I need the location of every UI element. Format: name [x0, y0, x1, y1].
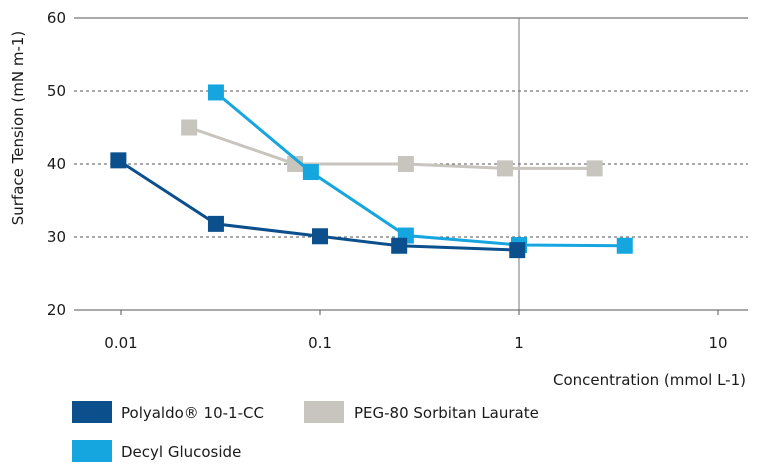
series-1-point-2 [397, 156, 414, 172]
y-tick-label-60: 60 [47, 9, 66, 27]
series-line-1 [188, 126, 595, 170]
x-tick-label-2: 1 [514, 334, 524, 352]
series-0 [110, 152, 526, 259]
x-tick-label-0: 0.01 [104, 334, 137, 352]
series-2-point-1 [302, 164, 319, 181]
y-tick-label-40: 40 [47, 155, 66, 173]
x-axis-title: Concentration (mmol L-1) [553, 371, 746, 389]
legend-label-decyl-glucoside: Decyl Glucoside [121, 443, 241, 461]
series-0-point-0 [110, 152, 127, 169]
series-2-point-0 [207, 84, 224, 101]
series-1-point-1 [287, 156, 304, 172]
legend-label-peg80: PEG-80 Sorbitan Laurate [354, 404, 539, 422]
y-axis-title: Surface Tension (mN m-1) [9, 31, 27, 226]
x-tick-label-3: 10 [708, 334, 727, 352]
series-1-point-3 [496, 160, 513, 177]
legend-swatch-polyaldo [72, 401, 112, 423]
series-layer [110, 84, 633, 259]
x-tick-label-1: 0.1 [308, 334, 332, 352]
legend-label-polyaldo: Polyaldo® 10-1-CC [121, 404, 264, 422]
axis-layer: 20 30 40 50 60 0.01 0.1 1 10 [47, 9, 728, 352]
legend: Polyaldo® 10-1-CC PEG-80 Sorbitan Laurat… [72, 401, 539, 462]
series-0-point-3 [391, 237, 408, 254]
legend-swatch-decyl-glucoside [72, 440, 112, 462]
series-1-point-0 [181, 119, 198, 136]
series-0-point-1 [207, 215, 224, 232]
y-tick-label-20: 20 [47, 301, 66, 319]
series-2-point-4 [616, 237, 633, 254]
y-tick-label-50: 50 [47, 82, 66, 100]
series-0-point-2 [312, 228, 328, 245]
series-1 [181, 119, 603, 177]
series-0-point-4 [509, 242, 526, 259]
series-1-point-4 [586, 160, 603, 177]
legend-swatch-peg80 [304, 401, 344, 423]
y-tick-label-30: 30 [47, 228, 66, 246]
